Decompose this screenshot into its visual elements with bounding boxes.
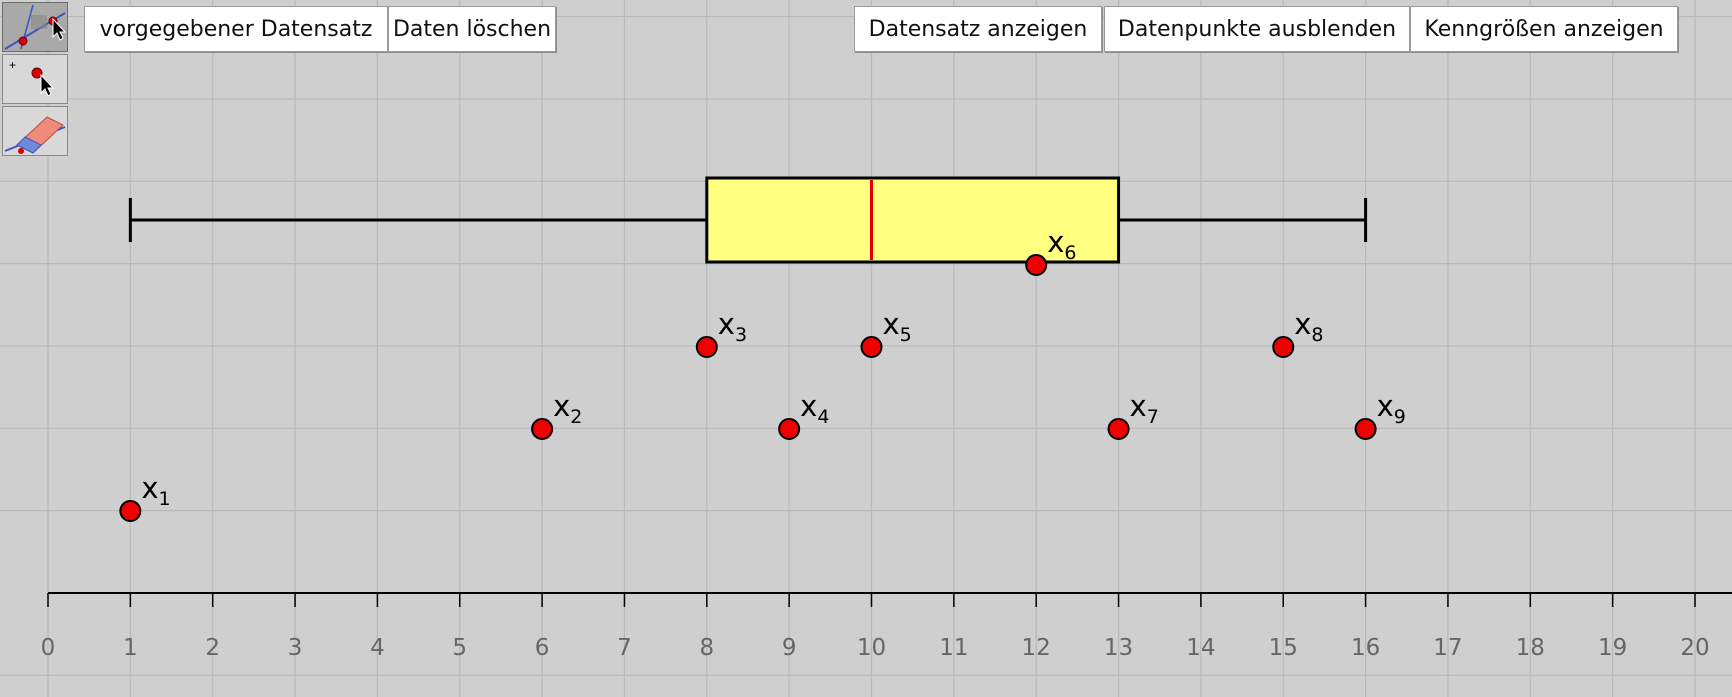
svg-text:+: + xyxy=(9,58,16,72)
x-tick-label: 9 xyxy=(782,635,797,661)
data-point-label: x8 xyxy=(1294,307,1323,346)
move-view-icon xyxy=(4,4,67,50)
x-axis: 0 1 2 3 4 5 6 7 8 9 10 11 12 13 14 15 16 17 18 19 20 xyxy=(41,592,1732,661)
data-point[interactable] xyxy=(695,336,718,358)
boxplot[interactable] xyxy=(128,176,1368,264)
data-point[interactable] xyxy=(1025,254,1048,276)
point-tool[interactable]: + xyxy=(2,54,68,104)
box-q1-q3 xyxy=(705,176,1121,264)
data-point[interactable] xyxy=(1107,418,1130,440)
x-tick-label: 10 xyxy=(857,635,886,661)
data-point-label-subscript: 2 xyxy=(570,406,582,428)
show-statistics-button[interactable]: Kenngrößen anzeigen xyxy=(1410,6,1678,52)
data-point-label-subscript: 4 xyxy=(817,406,829,428)
data-point[interactable] xyxy=(119,500,142,522)
data-point-label: x7 xyxy=(1130,389,1159,428)
data-point[interactable] xyxy=(1272,336,1295,358)
x-tick-label: 1 xyxy=(123,635,138,661)
preset-dataset-button[interactable]: vorgegebener Datensatz xyxy=(84,6,388,52)
data-point-label-subscript: 6 xyxy=(1064,242,1076,264)
x-tick-label: 4 xyxy=(370,635,385,661)
x-tick-label: 13 xyxy=(1104,635,1133,661)
data-point-label-subscript: 3 xyxy=(735,324,747,346)
x-tick-label: 6 xyxy=(535,635,550,661)
x-tick-label: 5 xyxy=(452,635,467,661)
data-point[interactable] xyxy=(1354,418,1377,440)
x-tick-label: 3 xyxy=(288,635,303,661)
data-point-label-subscript: 5 xyxy=(900,324,912,346)
delete-data-button[interactable]: Daten löschen xyxy=(388,6,556,52)
x-tick-label: 11 xyxy=(939,635,968,661)
point-icon: + xyxy=(9,58,55,97)
x-tick-label: 0 xyxy=(41,635,56,661)
x-tick-label: 14 xyxy=(1186,635,1215,661)
data-point-label-subscript: 7 xyxy=(1147,406,1159,428)
x-tick-label: 12 xyxy=(1022,635,1051,661)
eraser-tool[interactable] xyxy=(2,106,68,156)
data-point-label-subscript: 9 xyxy=(1394,406,1406,428)
x-tick-label: 15 xyxy=(1269,635,1298,661)
x-tick-label: 19 xyxy=(1598,635,1627,661)
x-tick-label: 7 xyxy=(617,635,632,661)
data-point-label: x3 xyxy=(718,307,747,346)
x-tick-label: 2 xyxy=(205,635,220,661)
x-tick-label: 20 xyxy=(1680,635,1709,661)
x-tick-label: 8 xyxy=(699,635,714,661)
x-tick-label: 18 xyxy=(1516,635,1545,661)
data-point-label-subscript: 1 xyxy=(159,488,171,510)
hide-datapoints-button[interactable]: Datenpunkte ausblenden xyxy=(1104,6,1410,52)
data-point[interactable] xyxy=(778,418,801,440)
data-point[interactable] xyxy=(531,418,554,440)
data-point-label-subscript: 8 xyxy=(1311,324,1323,346)
show-dataset-button[interactable]: Datensatz anzeigen xyxy=(854,6,1102,52)
x-tick-label: 16 xyxy=(1351,635,1380,661)
move-graphics-view-tool[interactable] xyxy=(2,2,68,52)
x-tick-label: 17 xyxy=(1433,635,1462,661)
eraser-icon xyxy=(4,116,66,154)
data-point[interactable] xyxy=(860,336,883,358)
